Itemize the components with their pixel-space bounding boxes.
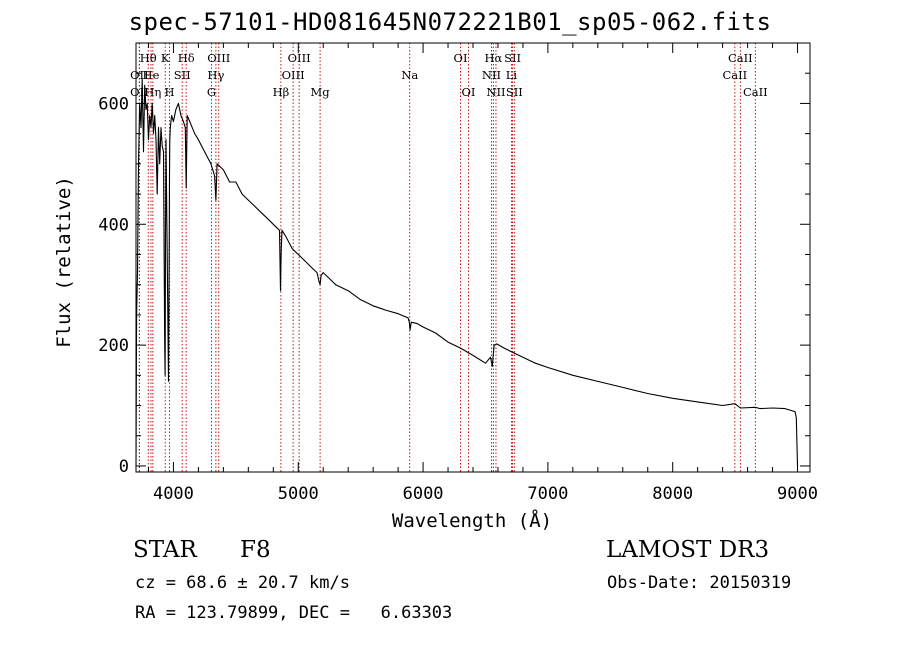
line-label-caii-27: CaII	[743, 85, 768, 99]
x-tick-label-8000: 8000	[652, 484, 693, 504]
line-label-hβ-12: Hβ	[273, 85, 290, 99]
line-label-hη-6: Hη	[144, 85, 161, 99]
line-label-oiii-13: OIII	[288, 51, 311, 65]
line-label-oiii-9: OIII	[207, 51, 230, 65]
line-label-sii-8: SII	[174, 68, 191, 82]
line-label-g-11: G	[207, 85, 216, 99]
line-label-oi-17: OI	[454, 51, 468, 65]
y-tick-label-0: 0	[119, 457, 129, 477]
line-label-na-16: Na	[401, 68, 418, 82]
y-axis-label: Flux (relative)	[53, 176, 75, 348]
line-label-hα-19: Hα	[484, 51, 502, 65]
line-label-sii-24: SII	[506, 85, 523, 99]
line-label-caii-26: CaII	[722, 68, 747, 82]
x-tick-label-6000: 6000	[403, 484, 444, 504]
x-tick-label-9000: 9000	[777, 484, 818, 504]
y-tick-label-200: 200	[98, 336, 129, 356]
survey-name: LAMOST DR3	[606, 537, 770, 563]
line-label-hδ-2: Hδ	[178, 51, 195, 65]
spectrum-series-line	[135, 78, 799, 467]
line-label-mg-15: Mg	[311, 85, 331, 99]
redshift-velocity: cz = 68.6 ± 20.7 km/s	[135, 573, 350, 593]
line-label-hθ-0: Hθ	[140, 51, 157, 65]
x-tick-label-5000: 5000	[278, 484, 319, 504]
line-label-nii-21: NII	[482, 68, 501, 82]
line-label-oi-18: OI	[462, 85, 476, 99]
line-label-oii-5: OII	[130, 85, 149, 99]
line-label-h-7: H	[165, 85, 175, 99]
x-tick-label-7000: 7000	[527, 484, 568, 504]
line-label-oiii-14: OIII	[282, 68, 305, 82]
line-label-oii-3: OII	[130, 68, 149, 82]
line-label-li-22: Li	[506, 68, 518, 82]
line-label-caii-25: CaII	[728, 51, 753, 65]
chart-title: spec-57101-HD081645N072221B01_sp05-062.f…	[128, 8, 772, 36]
x-axis-label: Wavelength (Å)	[391, 510, 553, 532]
y-tick-label-400: 400	[98, 215, 129, 235]
line-label-sii-20: SII	[504, 51, 521, 65]
y-tick-label-600: 600	[98, 94, 129, 114]
line-label-hγ-10: Hγ	[207, 68, 224, 82]
plot-frame	[135, 42, 811, 473]
observation-date: Obs-Date: 20150319	[607, 573, 792, 593]
object-class: STAR	[133, 537, 197, 563]
line-label-k-1: K	[161, 51, 170, 65]
line-label-he-4: He	[143, 68, 160, 82]
sky-coordinates: RA = 123.79899, DEC = 6.63303	[135, 603, 453, 623]
x-tick-label-4000: 4000	[153, 484, 194, 504]
object-subclass: F8	[240, 537, 271, 563]
line-label-nii-23: NII	[486, 85, 505, 99]
